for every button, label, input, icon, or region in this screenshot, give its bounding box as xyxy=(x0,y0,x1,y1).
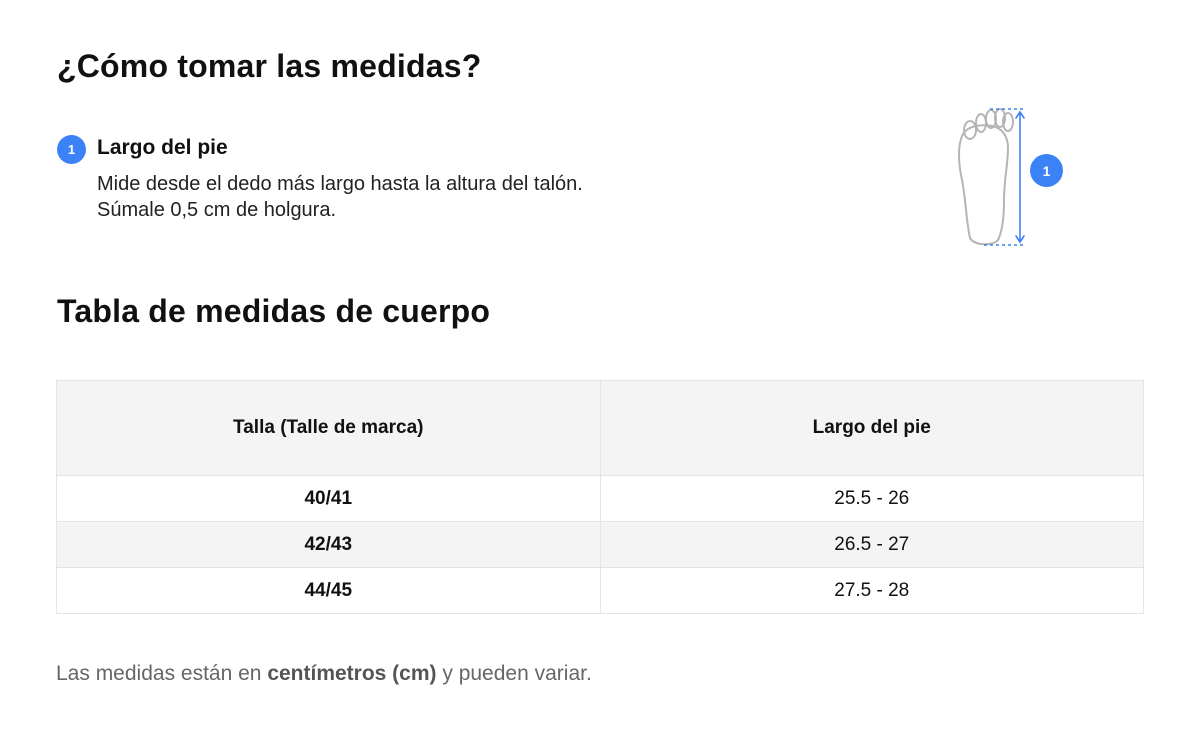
cell-talla: 40/41 xyxy=(56,475,601,522)
cell-largo-pie: 27.5 - 28 xyxy=(599,567,1144,614)
table-row: 40/41 25.5 - 26 xyxy=(56,475,1144,522)
diagram-marker-badge: 1 xyxy=(1030,154,1063,187)
cell-talla: 42/43 xyxy=(56,521,601,568)
units-note: Las medidas están en centímetros (cm) y … xyxy=(56,662,592,686)
table-row: 44/45 27.5 - 28 xyxy=(56,567,1144,614)
table-row: 42/43 26.5 - 27 xyxy=(56,521,1144,568)
step-description: Mide desde el dedo más largo hasta la al… xyxy=(97,173,583,221)
table-title: Tabla de medidas de cuerpo xyxy=(57,293,491,329)
section-title: ¿Cómo tomar las medidas? xyxy=(57,48,482,84)
step-title: Largo del pie xyxy=(97,136,228,159)
cell-talla: 44/45 xyxy=(56,567,601,614)
size-table: Talla (Talle de marca) Largo del pie 40/… xyxy=(56,380,1144,614)
note-suffix: y pueden variar. xyxy=(436,662,592,685)
foot-diagram: 1 xyxy=(940,100,1080,260)
cell-largo-pie: 26.5 - 27 xyxy=(599,521,1144,568)
note-emphasis: centímetros (cm) xyxy=(267,662,437,685)
table-header-row: Talla (Talle de marca) Largo del pie xyxy=(56,380,1144,476)
foot-outline-icon xyxy=(958,108,1026,246)
step-number-badge: 1 xyxy=(57,135,86,164)
header-largo-pie: Largo del pie xyxy=(599,380,1144,476)
header-talla: Talla (Talle de marca) xyxy=(56,380,601,476)
note-prefix: Las medidas están en xyxy=(56,662,268,685)
cell-largo-pie: 25.5 - 26 xyxy=(599,475,1144,522)
